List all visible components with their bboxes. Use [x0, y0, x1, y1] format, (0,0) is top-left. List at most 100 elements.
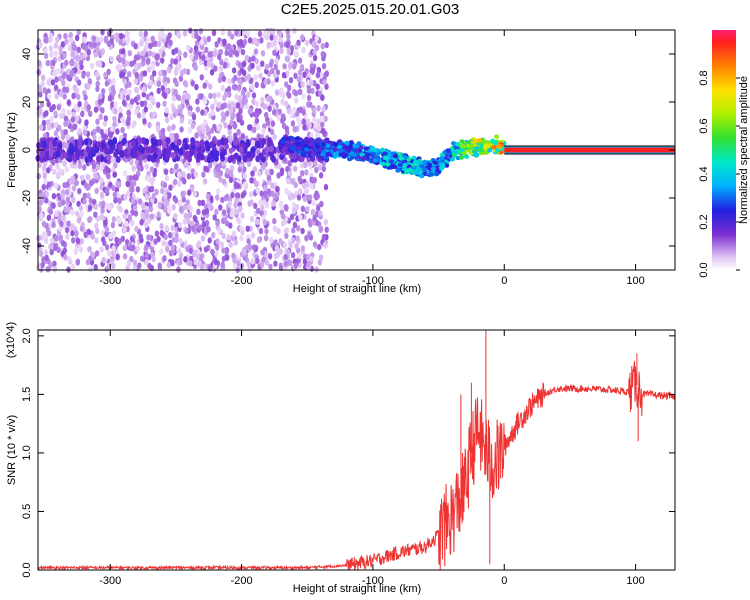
- heatmap-cell: [126, 109, 131, 117]
- heatmap-cell: [222, 61, 228, 69]
- heatmap-cell: [60, 193, 66, 200]
- heatmap-cell: [104, 128, 109, 136]
- heatmap-cell: [68, 142, 74, 150]
- colorbar-label: Normalized spectral amplitude: [738, 76, 750, 224]
- heatmap-cell: [463, 154, 470, 159]
- heatmap-cell: [95, 71, 100, 78]
- heatmap-cell: [83, 138, 89, 146]
- heatmap-cell: [230, 192, 235, 199]
- heatmap-cell: [233, 74, 238, 82]
- heatmap-cell: [201, 128, 206, 135]
- heatmap-cell: [179, 126, 184, 133]
- heatmap-cell: [266, 137, 272, 145]
- heatmap-cell: [224, 49, 229, 56]
- heatmap-cell: [176, 32, 182, 39]
- heatmap-cell: [187, 165, 192, 172]
- heatmap-cell: [161, 90, 166, 98]
- heatmap-cell: [137, 137, 143, 145]
- heatmap-cell: [50, 237, 55, 244]
- heatmap-cell: [56, 67, 61, 75]
- heatmap-cell: [106, 68, 111, 76]
- colorbar-ticks: 0.0 0.2 0.4 0.6 0.8: [698, 70, 740, 278]
- heatmap-cell: [263, 29, 268, 36]
- heatmap-cell: [181, 94, 187, 101]
- heatmap-cell: [162, 181, 168, 189]
- heatmap-cell: [256, 170, 262, 177]
- heatmap-cell: [54, 235, 59, 242]
- heatmap-cell: [157, 70, 163, 77]
- heatmap-cell: [178, 221, 183, 229]
- heatmap-cell: [93, 106, 99, 113]
- heatmap-cell: [282, 63, 287, 70]
- heatmap-cell: [460, 144, 466, 149]
- heatmap-cell: [483, 143, 490, 148]
- heatmap-cell: [164, 174, 170, 182]
- heatmap-cell: [53, 84, 59, 91]
- heatmap-cell: [125, 94, 130, 101]
- heatmap-cell: [158, 48, 163, 55]
- heatmap-cell: [168, 39, 173, 47]
- heatmap-cell: [130, 186, 135, 193]
- heatmap-cell: [176, 138, 182, 146]
- heatmap-cell: [190, 143, 196, 151]
- heatmap-cell: [84, 119, 89, 126]
- heatmap-cell: [451, 153, 458, 158]
- heatmap-cell: [258, 152, 264, 160]
- heatmap-cell: [279, 87, 284, 94]
- heatmap-cell: [246, 151, 252, 159]
- heatmap-cell: [40, 261, 45, 268]
- heatmap-cell: [214, 208, 219, 215]
- heatmap-cell: [78, 205, 84, 212]
- heatmap-cell: [147, 262, 152, 270]
- heatmap-cell: [291, 107, 297, 114]
- heatmap-cell: [183, 256, 188, 263]
- heatmap-cell: [194, 132, 199, 139]
- x-tick-label: -200: [231, 275, 253, 287]
- heatmap-cell: [170, 260, 175, 267]
- heatmap-cell: [206, 35, 212, 43]
- heatmap-cell: [295, 136, 301, 141]
- heatmap-cell: [227, 91, 232, 98]
- heatmap-cell: [135, 245, 141, 252]
- heatmap-cell: [413, 170, 419, 175]
- heatmap-cell: [104, 226, 110, 233]
- heatmap-cell: [254, 81, 259, 89]
- heatmap-cell: [76, 55, 81, 63]
- heatmap-cell: [132, 259, 138, 266]
- heatmap-cell: [73, 67, 78, 74]
- heatmap-cell: [254, 180, 259, 188]
- heatmap-cell: [300, 205, 306, 212]
- heatmap-cell: [311, 209, 316, 216]
- heatmap-cell: [193, 54, 199, 61]
- heatmap-cell: [82, 129, 88, 136]
- heatmap-cell: [223, 137, 229, 145]
- heatmap-cell: [239, 119, 245, 126]
- heatmap-cell: [249, 83, 255, 91]
- heatmap-cell: [217, 76, 223, 84]
- heatmap-cell: [262, 219, 267, 226]
- heatmap-cell: [174, 68, 179, 75]
- heatmap-cell: [320, 115, 325, 123]
- heatmap-cell: [92, 128, 97, 136]
- heatmap-cell: [282, 241, 287, 249]
- heatmap-cell: [490, 138, 496, 144]
- heatmap-cell: [434, 171, 440, 176]
- heatmap-cell: [228, 48, 234, 55]
- heatmap-cell: [250, 170, 255, 177]
- heatmap-cell: [83, 94, 88, 101]
- heatmap-cell: [281, 92, 286, 99]
- heatmap-cell: [117, 217, 122, 225]
- heatmap-cell: [51, 159, 56, 166]
- heatmap-cell: [40, 80, 45, 88]
- heatmap-cell: [250, 232, 256, 239]
- heatmap-cell: [49, 115, 54, 123]
- heatmap-cell: [68, 31, 73, 39]
- heatmap-cell: [242, 249, 247, 256]
- heatmap-cell: [146, 217, 151, 224]
- heatmap-cell: [88, 266, 93, 273]
- heatmap-cell: [212, 50, 217, 58]
- heatmap-cell: [95, 46, 100, 53]
- heatmap-cell: [338, 148, 344, 153]
- heatmap-cell: [215, 145, 221, 152]
- heatmap-cell: [288, 241, 293, 249]
